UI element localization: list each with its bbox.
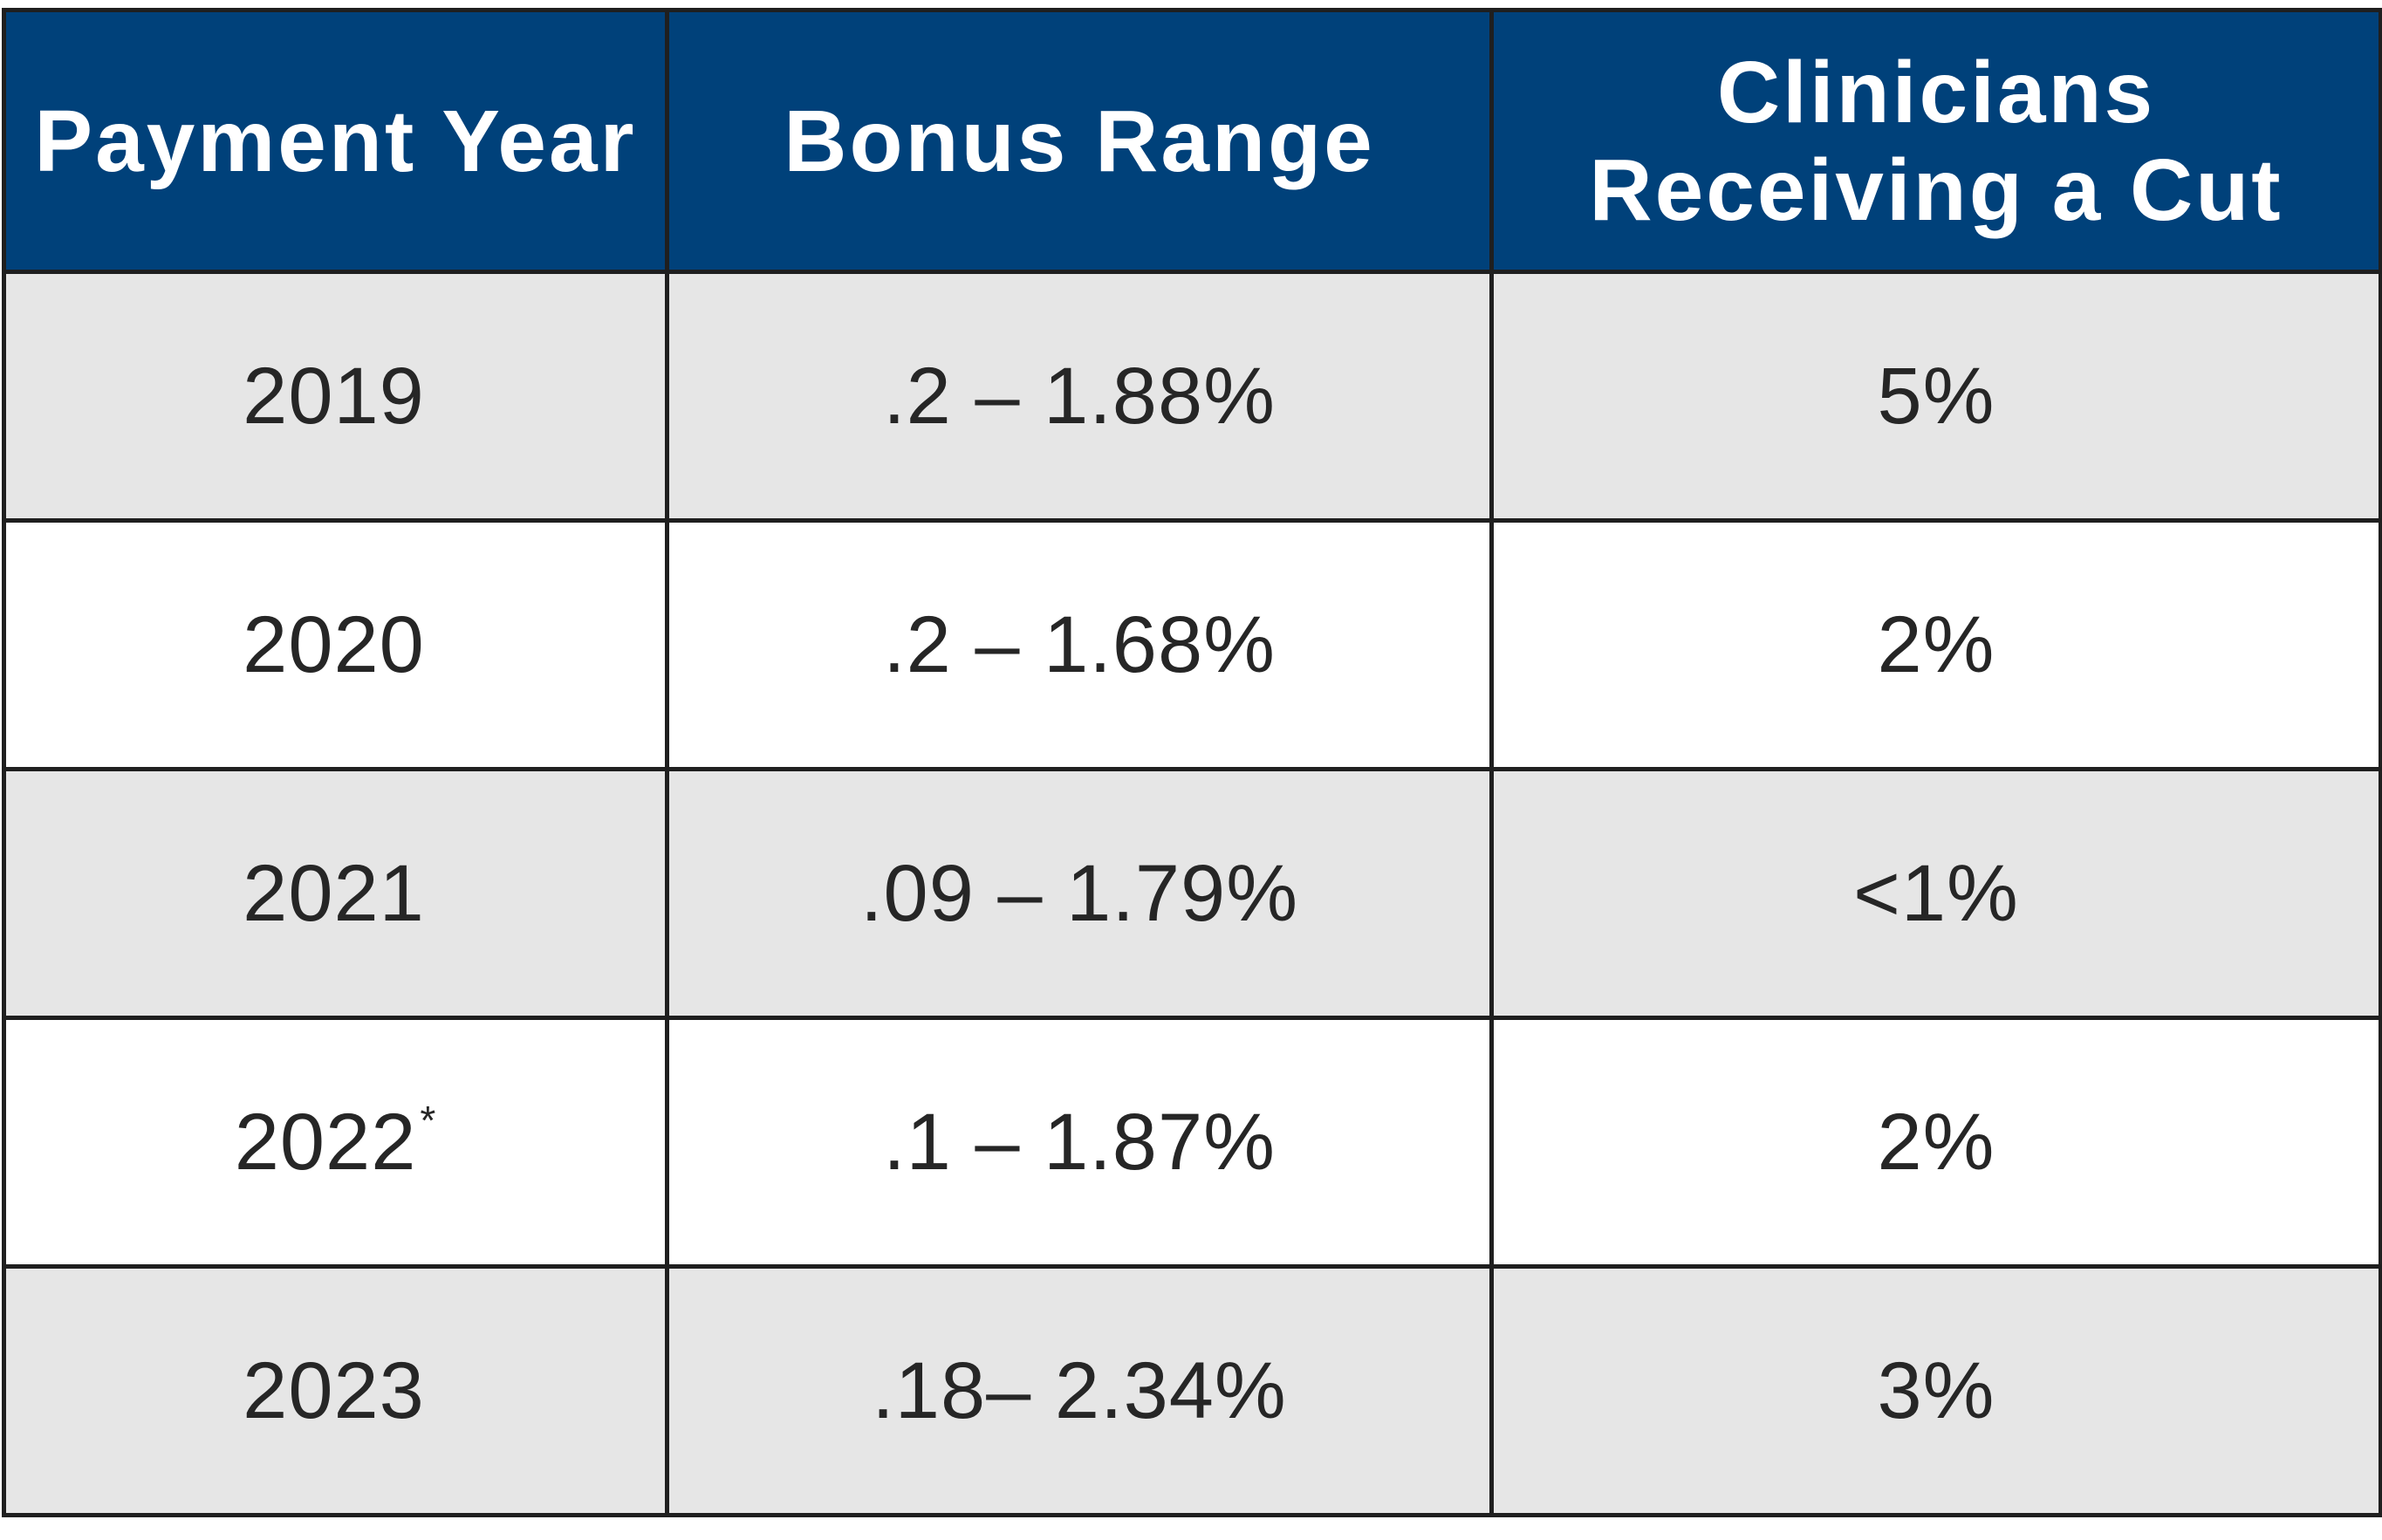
cell-bonus-range: .18– 2.34% xyxy=(665,1264,1494,1517)
cell-payment-year: 2023 xyxy=(2,1264,669,1517)
table-row: 2019 .2 – 1.88% 5% xyxy=(2,270,2382,523)
cell-clinicians-cut: 5% xyxy=(1489,270,2382,523)
header-clinicians-cut: Clinicians Receiving a Cut xyxy=(1489,8,2382,274)
year-value: 2021 xyxy=(243,848,425,938)
cell-clinicians-cut: 2% xyxy=(1489,1016,2382,1269)
cell-clinicians-cut: <1% xyxy=(1489,767,2382,1020)
header-payment-year-text: Payment Year xyxy=(34,92,637,190)
table-header-row: Payment Year Bonus Range Clinicians Rece… xyxy=(2,8,2382,274)
header-bonus-range: Bonus Range xyxy=(665,8,1494,274)
cell-clinicians-cut: 3% xyxy=(1489,1264,2382,1517)
cell-bonus-range: .2 – 1.88% xyxy=(665,270,1494,523)
cell-payment-year: 2021 xyxy=(2,767,669,1020)
cell-payment-year: 2022* xyxy=(2,1016,669,1269)
cell-clinicians-cut: 2% xyxy=(1489,518,2382,771)
table-row: 2022* .1 – 1.87% 2% xyxy=(2,1016,2382,1269)
year-value: 2023 xyxy=(243,1345,425,1435)
year-value: 2020 xyxy=(243,599,425,689)
year-value: 2022 xyxy=(234,1097,417,1187)
header-clinicians-line-2: Receiving a Cut xyxy=(1589,140,2283,239)
header-payment-year: Payment Year xyxy=(2,8,669,274)
footnote-mark: * xyxy=(420,1097,437,1143)
payment-table: Payment Year Bonus Range Clinicians Rece… xyxy=(2,8,2382,1517)
cell-bonus-range: .2 – 1.68% xyxy=(665,518,1494,771)
cell-payment-year: 2020 xyxy=(2,518,669,771)
cell-bonus-range: .09 – 1.79% xyxy=(665,767,1494,1020)
table-row: 2020 .2 – 1.68% 2% xyxy=(2,518,2382,771)
table-row: 2023 .18– 2.34% 3% xyxy=(2,1264,2382,1517)
cell-payment-year: 2019 xyxy=(2,270,669,523)
header-clinicians-line-1: Clinicians xyxy=(1716,43,2156,141)
table-row: 2021 .09 – 1.79% <1% xyxy=(2,767,2382,1020)
cell-bonus-range: .1 – 1.87% xyxy=(665,1016,1494,1269)
header-bonus-range-text: Bonus Range xyxy=(784,92,1375,190)
year-value: 2019 xyxy=(243,351,425,441)
